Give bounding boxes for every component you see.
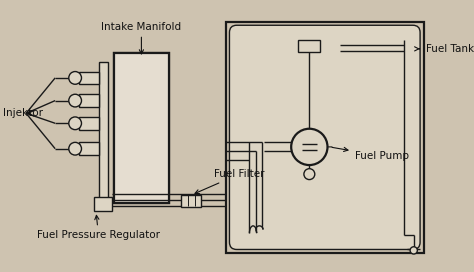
- Bar: [182, 195, 201, 207]
- Text: Fuel Pressure Regulator: Fuel Pressure Regulator: [37, 215, 160, 240]
- Circle shape: [69, 117, 82, 130]
- Bar: [79, 142, 99, 155]
- Bar: [226, 21, 424, 253]
- Circle shape: [291, 129, 328, 165]
- Text: Fuel Filter: Fuel Filter: [195, 169, 264, 194]
- Circle shape: [304, 169, 315, 180]
- Bar: [114, 53, 169, 203]
- Bar: [94, 197, 112, 211]
- Text: Fuel Pump: Fuel Pump: [332, 147, 409, 161]
- Text: Injektor: Injektor: [2, 108, 43, 118]
- Circle shape: [69, 72, 82, 84]
- FancyBboxPatch shape: [229, 25, 420, 249]
- Bar: [114, 53, 169, 203]
- Bar: [79, 72, 99, 84]
- Bar: [79, 94, 99, 107]
- Bar: [299, 40, 320, 52]
- Circle shape: [69, 94, 82, 107]
- Circle shape: [69, 142, 82, 155]
- Text: Intake Manifold: Intake Manifold: [101, 21, 182, 54]
- Text: Fuel Tank: Fuel Tank: [415, 44, 474, 54]
- Bar: [79, 117, 99, 130]
- Circle shape: [410, 247, 418, 254]
- Bar: [99, 63, 108, 203]
